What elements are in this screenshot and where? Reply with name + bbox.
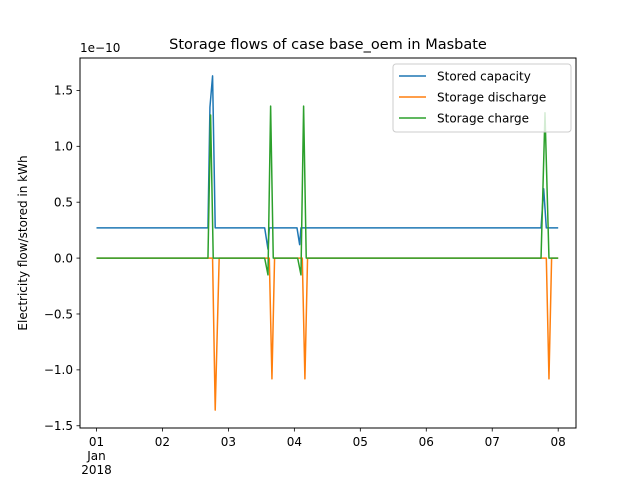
x-tick-label: 03 <box>221 435 236 449</box>
x-tick-label: 06 <box>419 435 434 449</box>
x-tick-label: 08 <box>551 435 566 449</box>
y-offset-label: 1e−10 <box>80 41 120 55</box>
plot-frame <box>79 57 577 429</box>
x-tick-label: 07 <box>485 435 500 449</box>
x-tick-label: 05 <box>353 435 368 449</box>
legend: Stored capacity Storage discharge Storage … <box>392 63 572 133</box>
y-tick-label: 0.0 <box>54 251 73 265</box>
x-tick-label: 01 <box>89 435 104 449</box>
y-ticks: 1.5 1.0 0.5 0.0 −0.5 −1.0 −1.5 <box>44 84 80 433</box>
y-tick-label: 1.0 <box>54 140 73 154</box>
x-tick-label: Jan <box>86 449 106 463</box>
x-tick-label: 04 <box>287 435 302 449</box>
y-tick-label: 1.5 <box>54 84 73 98</box>
legend-label: Storage discharge <box>437 90 546 104</box>
y-tick-label: 0.5 <box>54 195 73 209</box>
legend-box <box>392 63 572 133</box>
series-line-1 <box>96 257 559 411</box>
series-layer <box>96 75 559 411</box>
y-axis-label: Electricity flow/stored in kWh <box>16 155 30 330</box>
series-line-2 <box>96 105 559 276</box>
y-tick-label: −1.0 <box>44 363 73 377</box>
legend-label: Storage charge <box>437 111 529 125</box>
legend-label: Stored capacity <box>437 69 531 83</box>
x-tick-label: 2018 <box>81 463 112 477</box>
chart-title: Storage flows of case base_oem in Masbat… <box>169 37 487 53</box>
y-tick-label: −0.5 <box>44 307 73 321</box>
y-tick-label: −1.5 <box>44 419 73 433</box>
x-tick-label: 02 <box>155 435 170 449</box>
